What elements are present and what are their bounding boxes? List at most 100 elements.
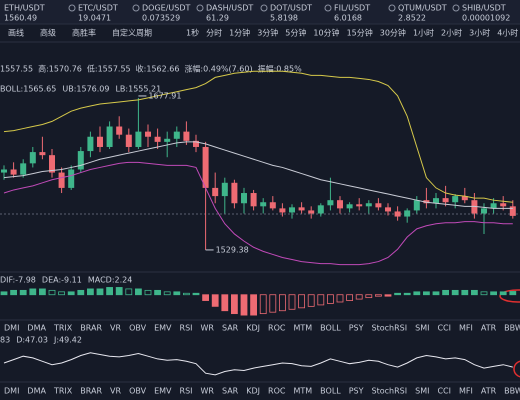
candle-body (116, 126, 123, 135)
indicator-tab[interactable]: CCI (437, 324, 451, 333)
indicator-tab[interactable]: ROC (268, 324, 286, 333)
ticker-symbol[interactable]: QTUM/USDT (398, 4, 447, 13)
candle-body (356, 204, 363, 207)
toolbar-button[interactable]: 高胜率 (72, 28, 96, 38)
ticker-icon (196, 4, 204, 12)
ticker-symbol[interactable]: ETC/USDT (78, 4, 118, 13)
toolbar-button[interactable]: 自定义周期 (112, 28, 152, 38)
ticker-symbol[interactable]: DASH/USDT (206, 4, 253, 13)
candle-body (154, 136, 161, 142)
macd-bar (134, 288, 142, 296)
indicator-tab[interactable]: EMV (154, 387, 172, 396)
indicator-tab[interactable]: WR (201, 387, 215, 396)
indicator-tab[interactable]: TRIX (53, 387, 73, 396)
macd-bar (87, 288, 94, 296)
period-button[interactable]: 30分钟 (380, 28, 406, 38)
boll-legend: UB:1576.09 (62, 85, 109, 94)
indicator-tab[interactable]: MTM (293, 387, 312, 396)
candle-body (106, 126, 113, 147)
period-button[interactable]: 1秒 (186, 28, 199, 38)
ticker-price: 2.8522 (398, 14, 426, 23)
macd-bar (288, 294, 296, 310)
indicator-tab[interactable]: SMI (415, 387, 429, 396)
ticker-symbol[interactable]: SHIB/USDT (462, 4, 506, 13)
period-button[interactable]: 3小时 (469, 28, 490, 38)
indicator-tab[interactable]: VR (110, 324, 121, 333)
indicator-tab[interactable]: BRAR (80, 387, 102, 396)
macd-bar (154, 289, 162, 296)
indicator-tab[interactable]: DMA (27, 387, 46, 396)
macd-bar (326, 294, 334, 304)
indicator-tab[interactable]: PSY (349, 324, 364, 333)
indicator-tab[interactable]: VR (110, 387, 121, 396)
indicator-tab[interactable]: BBW (504, 387, 520, 396)
ticker-symbol[interactable]: ETH/USDT (4, 4, 45, 13)
indicator-tab[interactable]: DMA (27, 324, 46, 333)
indicator-tab[interactable]: RSI (180, 324, 193, 333)
indicator-tab[interactable]: SMI (415, 324, 429, 333)
quote-field: 低:1557.55 (87, 64, 131, 74)
toolbar-button[interactable]: 画线 (8, 28, 24, 38)
macd-bar (230, 294, 238, 315)
period-button[interactable]: 10分钟 (313, 28, 339, 38)
indicator-tab[interactable]: StochRSI (372, 324, 408, 333)
indicator-tab[interactable]: BRAR (80, 324, 102, 333)
quote-field: 1557.55 (0, 65, 33, 74)
indicator-tab[interactable]: BOLL (320, 324, 341, 333)
indicator-tab[interactable]: KDJ (246, 324, 260, 333)
indicator-tab[interactable]: ATR (481, 324, 497, 333)
ticker-symbol[interactable]: DOGE/USDT (142, 4, 191, 13)
indicator-tab[interactable]: BOLL (320, 387, 341, 396)
indicator-tab[interactable]: TRIX (53, 324, 73, 333)
indicator-tab[interactable]: RSI (180, 387, 193, 396)
ticker-symbol[interactable]: DOT/USDT (270, 4, 312, 13)
period-button[interactable]: 5分钟 (285, 28, 306, 38)
ticker-icon (452, 4, 460, 12)
macd-bar (67, 291, 75, 296)
candle-body (183, 131, 190, 141)
indicator-tab[interactable]: OBV (129, 387, 147, 396)
macd-bar (115, 287, 123, 296)
quote-field: 高:1570.76 (38, 64, 82, 74)
macd-bar (96, 288, 104, 296)
period-button[interactable]: 1小时 (413, 28, 434, 38)
indicator-tab[interactable]: DMI (4, 387, 19, 396)
period-button[interactable]: 4小时 (497, 28, 518, 38)
indicator-tab[interactable]: KDJ (246, 387, 260, 396)
indicator-tab[interactable]: CCI (437, 387, 451, 396)
indicator-tab[interactable]: EMV (154, 324, 172, 333)
candle-body (481, 208, 487, 214)
boll-line (3, 161, 513, 266)
macd-bar (221, 294, 229, 312)
macd-bar (480, 291, 488, 296)
period-button[interactable]: 1分钟 (229, 28, 250, 38)
indicator-tab[interactable]: SAR (222, 387, 239, 396)
period-button[interactable]: 3分钟 (257, 28, 278, 38)
period-button[interactable]: 15分钟 (347, 28, 373, 38)
toolbar-button[interactable]: 高级 (40, 28, 56, 38)
period-button[interactable]: 分时 (206, 28, 222, 38)
indicator-tab[interactable]: MFI (459, 387, 473, 396)
indicator-tab[interactable]: MFI (459, 324, 473, 333)
indicator-tab[interactable]: DMI (4, 324, 19, 333)
candle-body (298, 207, 305, 211)
indicator-tab[interactable]: PSY (349, 387, 364, 396)
candle-body (193, 140, 199, 147)
candle-body (202, 146, 209, 188)
indicator-tab[interactable]: SAR (222, 324, 239, 333)
indicator-tab[interactable]: BBW (504, 324, 520, 333)
indicator-tab[interactable]: ATR (481, 387, 497, 396)
macd-bar (58, 291, 65, 296)
macd-bar (384, 294, 392, 297)
candle-body (404, 210, 411, 217)
macd-bar (192, 292, 200, 296)
indicator-tab[interactable]: WR (201, 324, 215, 333)
ticker-symbol[interactable]: FIL/USDT (334, 4, 370, 13)
macd-bar (39, 288, 46, 296)
macd-bar (125, 288, 133, 296)
indicator-tab[interactable]: OBV (129, 324, 147, 333)
indicator-tab[interactable]: StochRSI (372, 387, 408, 396)
period-button[interactable]: 2小时 (441, 28, 462, 38)
indicator-tab[interactable]: ROC (268, 387, 286, 396)
indicator-tab[interactable]: MTM (293, 324, 312, 333)
